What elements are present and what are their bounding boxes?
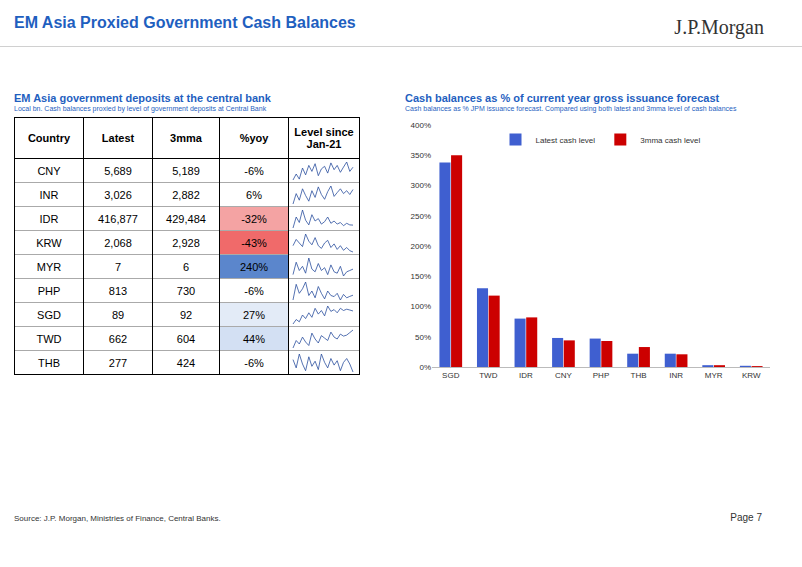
- html-text:-6%: -6%: [244, 164, 264, 177]
- html-text:2,068: 2,068: [104, 236, 132, 249]
- html-text:KRW: KRW: [36, 236, 62, 249]
- html-text:730: 730: [176, 284, 196, 297]
- html-text:-6%: -6%: [244, 284, 264, 297]
- html-text:Source: J.P. Morgan, Ministrie: Source: J.P. Morgan, Ministries of Finan…: [14, 514, 221, 523]
- html-text:6%: 6%: [246, 188, 262, 201]
- html-text:27%: 27%: [243, 308, 265, 321]
- html-text:6: 6: [182, 260, 190, 273]
- svg-text:Latest cash level: Latest cash level: [536, 136, 596, 145]
- svg-text:200%: 200%: [411, 242, 431, 251]
- svg-text:50%: 50%: [415, 333, 431, 342]
- html-text:%yoy: %yoy: [239, 132, 269, 144]
- html-text:IDR: IDR: [39, 212, 59, 225]
- svg-text:150%: 150%: [411, 272, 431, 281]
- html-text:3,026: 3,026: [104, 188, 132, 201]
- html-text:EM Asia government deposits at: EM Asia government deposits at the centr…: [14, 92, 271, 104]
- html-text:Cash balances as % of current: Cash balances as % of current year gross…: [405, 92, 720, 104]
- html-text:-43%: -43%: [241, 236, 267, 249]
- svg-text:CNY: CNY: [555, 371, 573, 380]
- svg-text:TWD: TWD: [479, 371, 497, 380]
- html-text:92: 92: [179, 308, 193, 321]
- html-text:662: 662: [108, 332, 128, 345]
- svg-text:THB: THB: [631, 371, 647, 380]
- svg-text:INR: INR: [669, 371, 683, 380]
- svg-text:PHP: PHP: [593, 371, 609, 380]
- html-text:604: 604: [176, 332, 196, 345]
- html-text:PHP: PHP: [37, 284, 61, 297]
- html-text:EM Asia Proxied Government Cas: EM Asia Proxied Government Cash Balances: [14, 14, 356, 31]
- svg-text:100%: 100%: [411, 302, 431, 311]
- html-text:Local bn. Cash balances proxie: Local bn. Cash balances proxied by level…: [14, 105, 267, 112]
- svg-text:0%: 0%: [419, 363, 431, 372]
- html-text:THB: THB: [38, 356, 60, 369]
- svg-text:350%: 350%: [411, 151, 431, 160]
- html-text:Cash balances as % JPM issuanc: Cash balances as % JPM issuance forecast…: [405, 105, 737, 112]
- html-text:MYR: MYR: [36, 260, 62, 273]
- html-text:Country: Country: [27, 132, 71, 144]
- svg-text:250%: 250%: [411, 212, 431, 221]
- html-text:Level since Jan-21: Level since Jan-21: [294, 126, 354, 150]
- html-text:SGD: SGD: [37, 308, 61, 321]
- html-text:Page 7: Page 7: [730, 512, 762, 523]
- svg-text:SGD: SGD: [442, 371, 460, 380]
- svg-text:IDR: IDR: [519, 371, 533, 380]
- html-text:-6%: -6%: [244, 356, 264, 369]
- html-text:416,877: 416,877: [98, 212, 138, 225]
- svg-text:MYR: MYR: [705, 371, 723, 380]
- html-text:424: 424: [176, 356, 196, 369]
- html-text:277: 277: [108, 356, 128, 369]
- html-text:J.P.Morgan: J.P.Morgan: [674, 16, 764, 38]
- html-text:89: 89: [111, 308, 125, 321]
- html-text:Latest: Latest: [101, 132, 135, 144]
- html-text:2,882: 2,882: [172, 188, 200, 201]
- html-text:5,689: 5,689: [104, 164, 132, 177]
- html-text:44%: 44%: [243, 332, 265, 345]
- svg-text:300%: 300%: [411, 181, 431, 190]
- html-text:INR: INR: [39, 188, 59, 201]
- html-text:240%: 240%: [239, 260, 269, 273]
- svg-text:KRW: KRW: [742, 371, 761, 380]
- html-text:5,189: 5,189: [172, 164, 200, 177]
- html-text:CNY: CNY: [37, 164, 61, 177]
- html-text:813: 813: [108, 284, 128, 297]
- html-text:3mma: 3mma: [170, 132, 202, 144]
- html-text:429,484: 429,484: [166, 212, 206, 225]
- html-text:7: 7: [114, 260, 122, 273]
- html-text:-32%: -32%: [241, 212, 267, 225]
- svg-text:400%: 400%: [411, 121, 431, 130]
- html-text:2,928: 2,928: [172, 236, 200, 249]
- svg-text:3mma cash level: 3mma cash level: [640, 136, 700, 145]
- html-text:TWD: TWD: [36, 332, 62, 345]
